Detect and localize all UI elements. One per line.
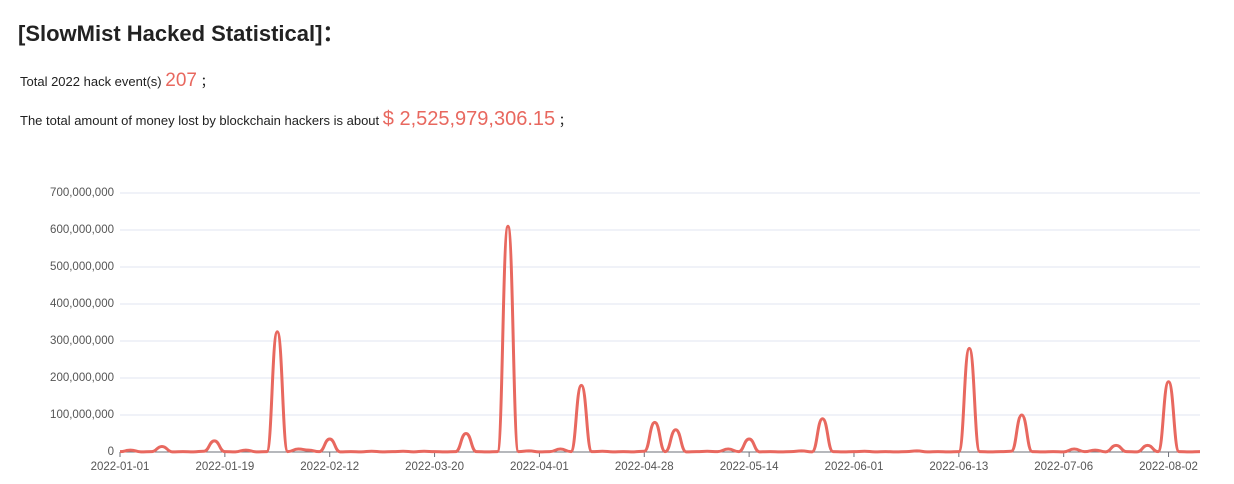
separator: ； — [558, 113, 572, 128]
loss-amount: $ 2,525,979,306.15 — [382, 108, 556, 130]
y-tick-label: 400,000,000 — [50, 298, 114, 310]
separator: ； — [200, 74, 214, 89]
events-count: 207 — [165, 70, 197, 91]
loss-label: The total amount of money lost by blockc… — [20, 113, 380, 128]
x-tick-label: 2022-07-06 — [1034, 461, 1093, 473]
x-tick-label: 2022-04-28 — [615, 461, 674, 473]
x-tick-label: 2022-02-12 — [300, 461, 359, 473]
x-tick-label: 2022-01-19 — [195, 461, 254, 473]
y-tick-label: 200,000,000 — [50, 372, 114, 384]
x-tick-label: 2022-08-02 — [1139, 461, 1198, 473]
loss-line: The total amount of money lost by blockc… — [20, 108, 572, 131]
y-tick-label: 500,000,000 — [50, 261, 114, 273]
events-label: Total 2022 hack event(s) — [20, 74, 162, 89]
y-tick-label: 700,000,000 — [50, 187, 114, 199]
y-tick-label: 300,000,000 — [50, 335, 114, 347]
y-tick-label: 0 — [108, 446, 114, 458]
x-tick-label: 2022-01-01 — [91, 461, 150, 473]
x-tick-label: 2022-04-01 — [510, 461, 569, 473]
data-line — [119, 224, 1201, 454]
y-tick-label: 100,000,000 — [50, 409, 114, 421]
page-title: [SlowMist Hacked Statistical]： — [18, 21, 345, 46]
events-line: Total 2022 hack event(s) 207 ； — [20, 70, 214, 92]
x-tick-label: 2022-06-13 — [929, 461, 988, 473]
x-tick-label: 2022-06-01 — [825, 461, 884, 473]
x-tick-label: 2022-05-14 — [720, 461, 779, 473]
y-tick-label: 600,000,000 — [50, 224, 114, 236]
x-tick-label: 2022-03-20 — [405, 461, 464, 473]
